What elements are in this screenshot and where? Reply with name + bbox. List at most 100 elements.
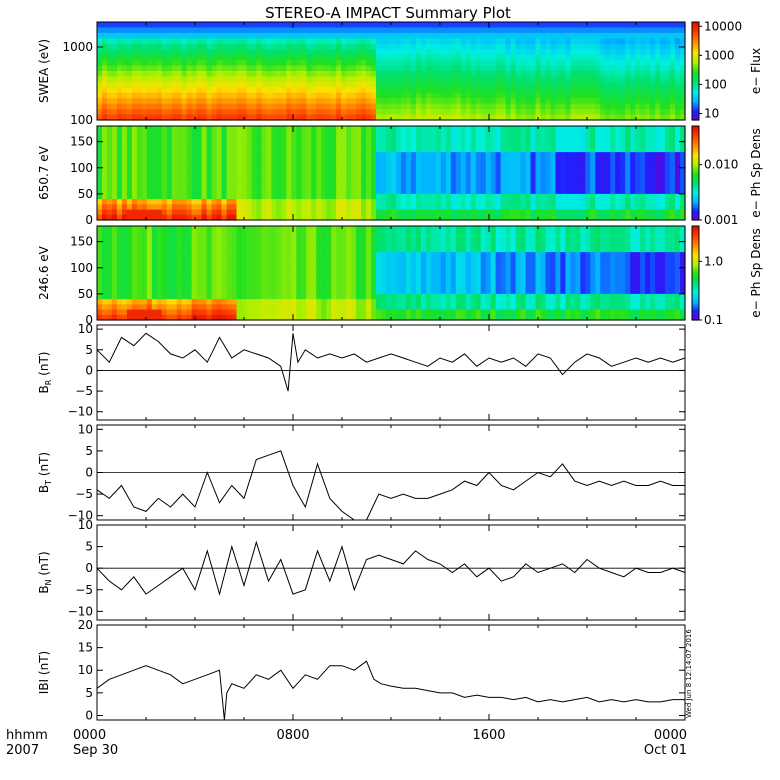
heatmap-cell: [346, 22, 352, 29]
heatmap-cell: [600, 173, 606, 179]
heatmap-cell: [226, 27, 233, 34]
heatmap-cell: [640, 65, 646, 72]
heatmap-cell: [650, 32, 656, 39]
heatmap-cell: [395, 81, 402, 88]
heatmap-cell: [271, 199, 277, 205]
heatmap-cell: [201, 246, 208, 253]
colorbar-frame: [691, 125, 700, 221]
heatmap-cell: [111, 167, 118, 174]
heatmap-cell: [386, 162, 392, 169]
heatmap-cell: [565, 209, 571, 216]
heatmap-cell: [176, 76, 183, 83]
heatmap-cell: [201, 304, 208, 311]
heatmap-cell: [136, 267, 143, 274]
heatmap-cell: [206, 65, 213, 72]
heatmap-cell: [121, 209, 128, 216]
heatmap-cell: [176, 257, 183, 264]
heatmap-cell: [246, 209, 253, 216]
heatmap-cell: [680, 49, 686, 56]
colorbar-swatch: [692, 83, 699, 87]
heatmap-cell: [126, 173, 133, 179]
heatmap-cell: [196, 167, 203, 174]
heatmap-cell: [326, 81, 332, 88]
heatmap-cell: [620, 209, 626, 216]
heatmap-cell: [440, 193, 447, 200]
heatmap-cell: [485, 76, 492, 83]
heatmap-cell: [206, 183, 213, 190]
heatmap-cell: [186, 204, 193, 211]
heatmap-cell: [555, 167, 562, 174]
heatmap-cell: [410, 81, 417, 88]
heatmap-cell: [535, 141, 542, 148]
heatmap-cell: [196, 131, 203, 138]
heatmap-cell: [640, 146, 646, 153]
heatmap-cell: [650, 183, 656, 190]
heatmap-cell: [151, 273, 158, 279]
heatmap-cell: [201, 199, 208, 205]
heatmap-cell: [440, 204, 447, 211]
heatmap-cell: [545, 126, 552, 132]
heatmap-cell: [400, 162, 407, 169]
heatmap-cell: [505, 141, 512, 148]
heatmap-cell: [216, 278, 223, 285]
heatmap-cell: [450, 136, 457, 143]
heatmap-cell: [620, 27, 626, 34]
heatmap-cell: [391, 76, 397, 83]
heatmap-cell: [575, 199, 581, 205]
heatmap-cell: [231, 71, 238, 78]
heatmap-cell: [296, 38, 302, 45]
heatmap-cell: [660, 54, 666, 61]
heatmap-cell: [186, 131, 193, 138]
heatmap-cell: [266, 92, 272, 99]
heatmap-cell: [440, 38, 447, 45]
heatmap-cell: [555, 81, 562, 88]
heatmap-cell: [281, 209, 287, 216]
heatmap-cell: [655, 22, 661, 29]
heatmap-cell: [136, 98, 143, 105]
heatmap-cell: [276, 43, 282, 50]
heatmap-cell: [475, 76, 482, 83]
heatmap-cell: [445, 136, 452, 143]
heatmap-cell: [530, 98, 537, 105]
heatmap-cell: [470, 214, 477, 221]
heatmap-cell: [236, 283, 243, 290]
heatmap-cell: [575, 193, 581, 200]
heatmap-cell: [216, 136, 223, 143]
heatmap-cell: [480, 71, 487, 78]
heatmap-cell: [296, 178, 302, 185]
heatmap-cell: [400, 131, 407, 138]
heatmap-cell: [131, 65, 138, 72]
heatmap-cell: [226, 257, 233, 264]
heatmap-cell: [415, 54, 422, 61]
heatmap-cell: [376, 193, 382, 200]
heatmap-cell: [156, 141, 163, 148]
heatmap-cell: [655, 204, 661, 211]
heatmap-cell: [620, 136, 626, 143]
heatmap-cell: [111, 65, 118, 72]
heatmap-cell: [181, 314, 188, 321]
heatmap-cell: [146, 309, 153, 316]
heatmap-cell: [116, 288, 123, 295]
heatmap-cell: [256, 173, 263, 179]
heatmap-cell: [126, 141, 133, 148]
heatmap-cell: [356, 76, 362, 83]
heatmap-cell: [430, 103, 437, 110]
heatmap-cell: [645, 92, 651, 99]
heatmap-cell: [181, 283, 188, 290]
heatmap-cell: [440, 27, 447, 34]
heatmap-cell: [206, 283, 213, 290]
heatmap-cell: [510, 87, 517, 94]
heatmap-cell: [356, 167, 362, 174]
heatmap-cell: [221, 126, 228, 132]
heatmap-cell: [520, 49, 527, 56]
heatmap-cell: [560, 87, 566, 94]
heatmap-cell: [495, 32, 502, 39]
heatmap-cell: [136, 157, 143, 164]
heatmap-cell: [520, 87, 527, 94]
heatmap-cell: [545, 162, 552, 169]
heatmap-cell: [480, 109, 487, 116]
colorbar-swatch: [692, 156, 699, 160]
heatmap-cell: [505, 131, 512, 138]
heatmap-cell: [146, 54, 153, 61]
heatmap-cell: [131, 267, 138, 274]
